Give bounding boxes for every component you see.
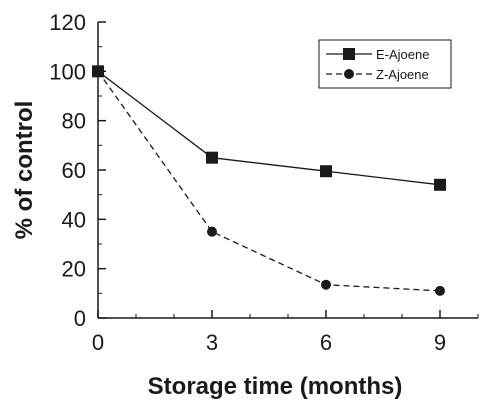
series-z-ajoene (93, 66, 445, 296)
series-layer (92, 65, 446, 296)
legend-marker-z-ajoene (344, 69, 354, 79)
data-point-e-ajoene (206, 151, 218, 164)
y-tick-label: 60 (62, 158, 86, 183)
data-point-z-ajoene (207, 226, 217, 237)
y-tick-label: 80 (62, 109, 86, 134)
data-point-z-ajoene (321, 279, 331, 290)
legend-box (318, 39, 452, 89)
series-line-e-ajoene (97, 70, 441, 186)
series-line-z-ajoene (97, 70, 441, 292)
data-point-z-ajoene (93, 66, 103, 77)
y-axis-title: % of control (11, 101, 38, 240)
y-tick-label: 120 (49, 10, 86, 35)
y-tick-label: 20 (62, 257, 86, 282)
ticks: 0 20 40 60 80 100 120 0 3 6 9 (49, 10, 479, 355)
legend-marker-e-ajoene (343, 48, 355, 60)
x-tick-label: 6 (320, 330, 332, 355)
y-tick-label: 100 (49, 59, 86, 84)
legend-item-z-ajoene: Z-Ajoene (326, 67, 429, 82)
data-point-e-ajoene (434, 178, 446, 191)
legend-label-z-ajoene: Z-Ajoene (376, 67, 429, 82)
x-axis-title: Storage time (months) (148, 373, 403, 400)
y-tick-label: 0 (74, 306, 86, 331)
x-tick-label: 0 (92, 330, 104, 355)
x-tick-label: 3 (206, 330, 218, 355)
data-point-e-ajoene (320, 165, 332, 178)
x-tick-label: 9 (434, 330, 446, 355)
data-point-z-ajoene (435, 285, 445, 296)
legend-label-e-ajoene: E-Ajoene (376, 47, 429, 62)
y-tick-label: 40 (62, 207, 86, 232)
legend-item-e-ajoene: E-Ajoene (326, 47, 429, 62)
legend: E-Ajoene Z-Ajoene (318, 39, 452, 89)
